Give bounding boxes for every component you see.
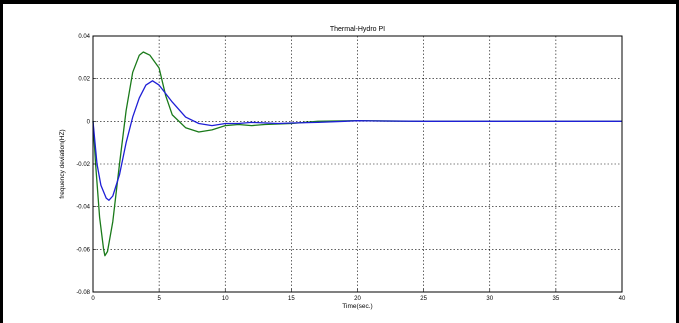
series-line-2	[92, 80, 622, 201]
y-tick-label: 0.02	[78, 77, 90, 83]
x-tick-label: 25	[420, 296, 427, 302]
y-tick-label: -0.08	[76, 290, 90, 296]
x-tick-label: 10	[222, 296, 229, 302]
x-tick-label: 30	[486, 296, 493, 302]
x-tick-label: 15	[288, 296, 295, 302]
x-tick-label: 35	[553, 296, 560, 302]
x-tick-label: 40	[619, 296, 626, 302]
y-tick-label: 0	[87, 119, 91, 125]
x-tick-label: 20	[354, 296, 361, 302]
x-axis-label: Time(sec.)	[342, 303, 372, 310]
ticks: 0 5 10 15 20 25 30 35 40 -0.08 -0.06 -0.04 -0.02 0 0.0…	[76, 34, 626, 302]
series-line-1	[92, 51, 622, 257]
y-tick-label: -0.06	[76, 247, 90, 253]
y-tick-label: -0.02	[76, 162, 90, 168]
grid	[93, 36, 622, 292]
chart-title: Thermal-Hydro PI	[330, 26, 385, 33]
y-tick-label: -0.04	[76, 205, 90, 211]
y-axis-label: frequency deviation(HZ)	[59, 129, 66, 198]
series-layer	[92, 51, 622, 257]
x-tick-label: 5	[157, 296, 161, 302]
y-tick-label: 0.04	[78, 34, 90, 40]
x-tick-label: 0	[91, 296, 95, 302]
